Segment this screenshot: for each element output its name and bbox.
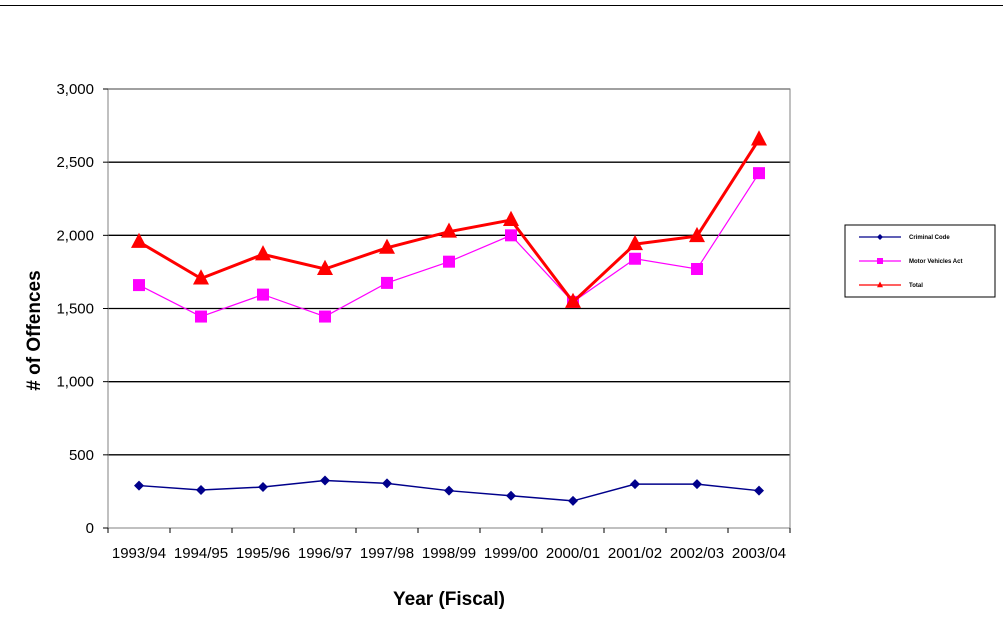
top-rule [0, 5, 1003, 6]
legend-marker [877, 258, 883, 264]
data-point [506, 490, 516, 501]
data-point [692, 479, 702, 490]
x-tick-label: 1996/97 [298, 545, 352, 562]
x-tick-label: 1993/94 [112, 545, 166, 562]
data-point [320, 475, 330, 486]
data-point [196, 484, 206, 495]
data-point [443, 255, 455, 268]
legend-entry: Motor Vehicles Act [859, 258, 962, 265]
data-point [317, 259, 333, 275]
y-tick-label: 1,500 [56, 301, 94, 318]
x-axis-ticks: 1993/94 1994/95 1995/96 1996/97 1997/98 1998/… [107, 528, 791, 562]
data-point [382, 478, 392, 489]
data-point [131, 232, 147, 248]
legend-label: Criminal Code [909, 235, 950, 241]
data-point [319, 310, 331, 323]
data-point [568, 495, 578, 506]
legend-entry: Criminal Code [859, 234, 950, 241]
y-axis-title: # of Offences [24, 270, 45, 390]
series-layer [131, 130, 767, 506]
data-point [258, 482, 268, 493]
data-point [627, 234, 643, 251]
data-point [257, 288, 269, 301]
data-point [503, 210, 519, 226]
x-tick-label: 2003/04 [732, 545, 786, 562]
y-tick-label: 2,500 [56, 154, 94, 171]
x-tick-label: 2001/02 [608, 545, 662, 562]
legend-label: Total [909, 283, 923, 289]
y-axis-ticks: 0 500 1,000 1,500 2,000 2,500 3,000 [56, 81, 108, 537]
data-point [255, 245, 271, 261]
data-point [751, 130, 767, 146]
y-tick-label: 1,000 [56, 374, 94, 391]
data-point [630, 479, 640, 490]
data-point [691, 262, 703, 275]
data-point [505, 229, 517, 242]
x-tick-label: 1998/99 [422, 545, 476, 562]
legend-entry: Total [859, 281, 923, 289]
data-point [134, 480, 144, 491]
x-tick-label: 1999/00 [484, 545, 538, 562]
x-tick-label: 2002/03 [670, 545, 724, 562]
y-tick-label: 0 [86, 520, 94, 537]
x-tick-label: 1997/98 [360, 545, 414, 562]
y-tick-label: 500 [69, 447, 94, 464]
data-point [381, 276, 393, 289]
data-point [689, 226, 705, 243]
x-axis-title: Year (Fiscal) [393, 589, 505, 610]
series-2 [131, 130, 767, 308]
data-point [133, 279, 145, 292]
data-point [195, 310, 207, 323]
legend-label: Motor Vehicles Act [909, 259, 962, 265]
x-tick-label: 2000/01 [546, 545, 600, 562]
data-point [193, 269, 209, 285]
data-point [379, 238, 395, 254]
data-point [565, 292, 581, 308]
y-tick-label: 3,000 [56, 81, 94, 98]
data-point [754, 485, 764, 496]
legend: Criminal Code Motor Vehicles Act Total [844, 224, 996, 298]
series-0 [134, 475, 764, 506]
data-point [629, 252, 641, 265]
series-1 [133, 167, 765, 323]
x-tick-label: 1995/96 [236, 545, 290, 562]
data-point [444, 485, 454, 496]
series-line [138, 172, 760, 318]
gridlines [108, 88, 790, 456]
data-point [441, 222, 457, 238]
series-line [138, 138, 761, 305]
data-point [753, 167, 765, 180]
legend-marker [877, 234, 883, 240]
legend-marker [877, 281, 883, 288]
x-tick-label: 1994/95 [174, 545, 228, 562]
y-tick-label: 2,000 [56, 227, 94, 244]
